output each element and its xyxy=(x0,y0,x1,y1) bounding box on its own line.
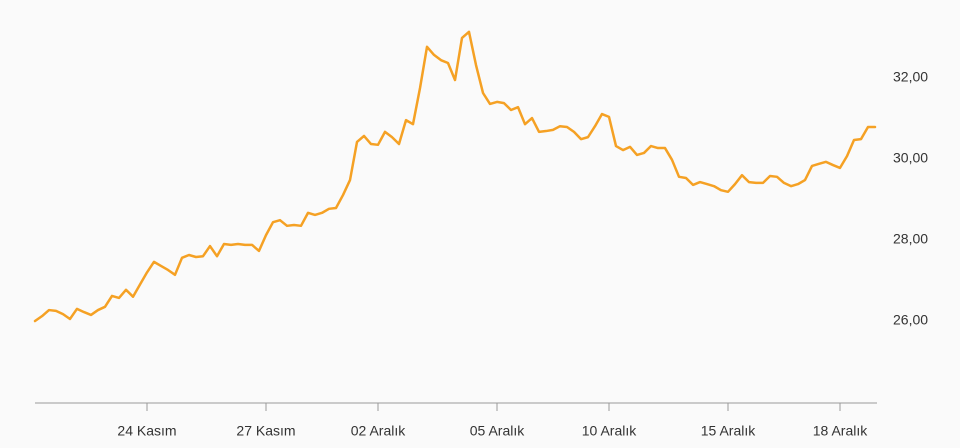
x-tick-label: 27 Kasım xyxy=(236,423,295,439)
x-tick-label: 15 Aralık xyxy=(701,423,756,439)
x-tick-label: 05 Aralık xyxy=(470,423,525,439)
y-tick-label: 30,00 xyxy=(893,150,928,166)
x-tick-label: 10 Aralık xyxy=(582,423,637,439)
y-tick-label: 26,00 xyxy=(893,312,928,328)
x-tick-label: 24 Kasım xyxy=(117,423,176,439)
x-tick-label: 18 Aralık xyxy=(813,423,868,439)
y-tick-label: 32,00 xyxy=(893,69,928,85)
y-tick-label: 28,00 xyxy=(893,231,928,247)
price-line xyxy=(33,30,877,323)
x-tick-label: 02 Aralık xyxy=(351,423,406,439)
